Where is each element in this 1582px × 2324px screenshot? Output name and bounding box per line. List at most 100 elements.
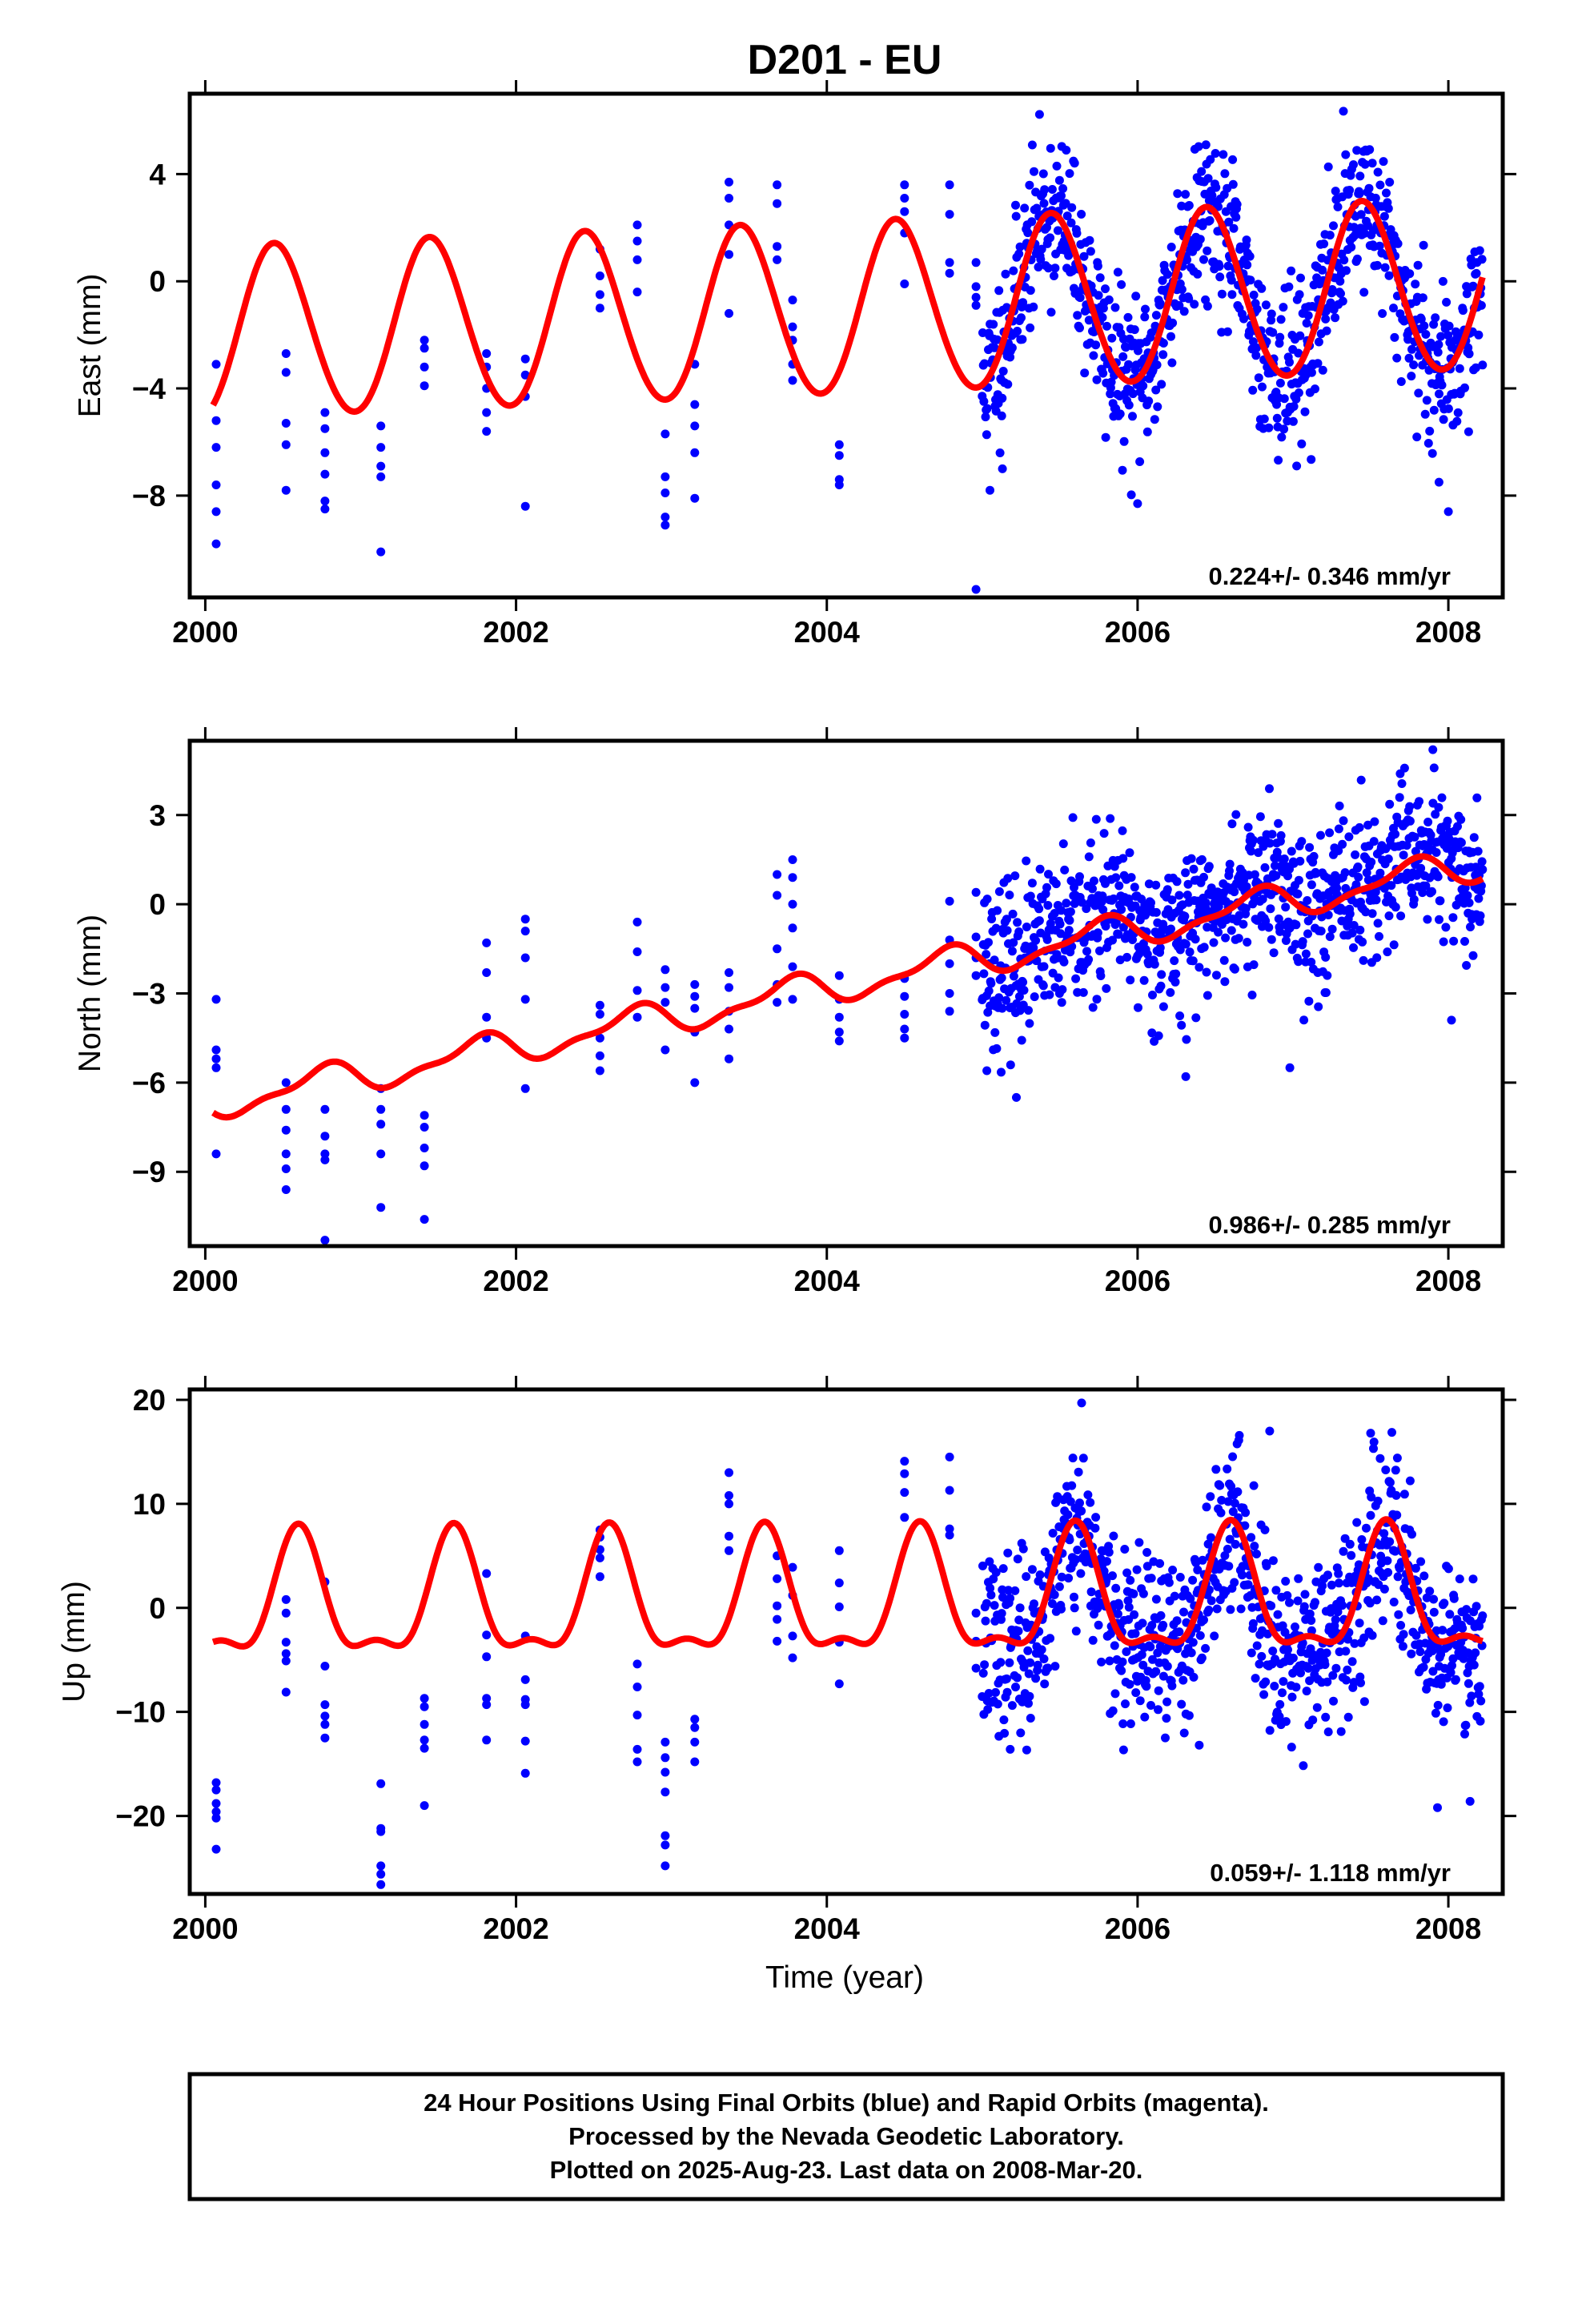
data-point [1291,939,1300,949]
data-point [834,1036,844,1046]
data-point [1267,1601,1276,1610]
data-point [1436,1679,1446,1689]
data-point [1197,167,1207,176]
data-point [1471,363,1480,372]
data-point [1275,332,1285,342]
data-point [1205,215,1215,225]
data-point [1274,914,1283,923]
data-point [1173,189,1182,199]
data-point [1323,971,1332,980]
data-point [1249,1481,1259,1490]
data-point [1070,159,1079,168]
data-point [1372,953,1382,963]
data-point [1003,380,1013,389]
data-point [1195,235,1205,244]
data-point [1474,1690,1484,1699]
data-point [1304,996,1314,1006]
data-point [320,424,330,433]
data-point [1419,321,1429,331]
data-point [982,430,991,440]
data-point [1184,201,1194,210]
data-point [1146,898,1155,907]
data-point [1058,839,1068,849]
data-point [376,461,386,471]
data-point [520,1700,530,1710]
data-point [376,421,386,431]
data-point [834,480,844,489]
data-point [1093,261,1102,271]
data-point [1259,414,1269,424]
data-points [211,745,1488,1245]
data-point [1429,1594,1439,1604]
data-point [1433,872,1443,882]
data-point [1439,415,1448,424]
data-point [773,199,782,208]
data-point [984,938,993,947]
data-point [1188,1575,1198,1585]
data-point [1002,926,1012,935]
data-point [1369,1437,1379,1447]
data-point [834,440,844,449]
data-point [482,408,492,417]
data-point [834,971,844,980]
y-tick-label: −10 [115,1696,166,1729]
data-point [1347,1657,1357,1667]
data-point [482,427,492,436]
data-point [1398,1642,1407,1651]
data-point [1075,872,1084,882]
data-point [1191,1013,1201,1023]
data-point [1134,1538,1144,1547]
data-point [1201,140,1211,150]
data-point [1140,1712,1150,1722]
data-point [632,1744,642,1754]
y-tick-label: 4 [149,158,166,191]
data-point [1084,955,1094,964]
data-point [1311,1598,1319,1607]
data-point [834,1027,844,1037]
data-point [1389,304,1398,313]
data-point [1102,321,1111,331]
data-point [1365,145,1375,155]
data-point [1264,423,1274,432]
data-point [980,1660,990,1670]
data-point [1446,1668,1456,1677]
data-point [1242,235,1251,245]
data-point [1039,962,1049,971]
data-point [1303,1663,1313,1673]
data-point [834,1012,844,1022]
data-point [1158,275,1167,285]
data-point [1162,1714,1171,1723]
data-point [1265,1426,1275,1436]
data-point [979,396,989,406]
data-point [1439,1598,1449,1608]
data-point [1203,991,1212,1000]
data-point [1068,1454,1078,1463]
data-point [1019,986,1029,995]
data-point [1034,110,1044,119]
data-point [1194,142,1203,151]
data-point [1077,1506,1086,1516]
data-point [690,1078,700,1088]
data-point [788,1653,797,1663]
data-point [1283,1645,1292,1655]
data-point [1124,1602,1134,1612]
data-point [1106,1629,1115,1638]
data-point [1405,1476,1415,1486]
data-point [985,1557,994,1566]
data-point [773,242,782,251]
data-point [1385,799,1395,809]
data-point [1321,1712,1331,1722]
data-point [1128,412,1137,421]
data-point [1057,998,1066,1007]
data-point [1166,243,1176,251]
data-point [1247,846,1256,856]
data-point [1166,332,1175,341]
data-point [1038,169,1048,179]
y-tick-label: 20 [133,1384,166,1417]
data-point [281,440,291,449]
data-point [995,448,1005,457]
data-point [211,1054,221,1063]
data-point [900,1488,909,1498]
data-point [420,344,429,353]
data-point [1335,276,1345,286]
